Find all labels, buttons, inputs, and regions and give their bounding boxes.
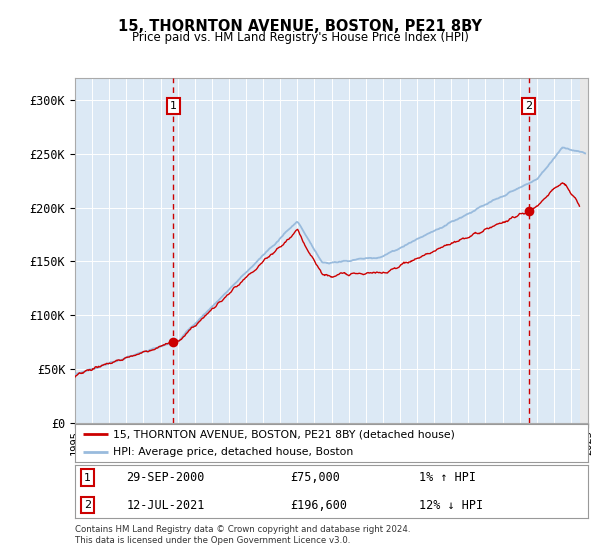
Text: 12% ↓ HPI: 12% ↓ HPI — [419, 499, 483, 512]
Text: Contains HM Land Registry data © Crown copyright and database right 2024.
This d: Contains HM Land Registry data © Crown c… — [75, 525, 410, 545]
Text: 1: 1 — [85, 473, 91, 483]
Text: 2: 2 — [84, 500, 91, 510]
Text: 12-JUL-2021: 12-JUL-2021 — [127, 499, 205, 512]
Text: Price paid vs. HM Land Registry's House Price Index (HPI): Price paid vs. HM Land Registry's House … — [131, 31, 469, 44]
Text: £196,600: £196,600 — [290, 499, 347, 512]
Text: 1% ↑ HPI: 1% ↑ HPI — [419, 471, 476, 484]
Text: £75,000: £75,000 — [290, 471, 340, 484]
Text: 15, THORNTON AVENUE, BOSTON, PE21 8BY (detached house): 15, THORNTON AVENUE, BOSTON, PE21 8BY (d… — [113, 429, 455, 439]
Text: 15, THORNTON AVENUE, BOSTON, PE21 8BY: 15, THORNTON AVENUE, BOSTON, PE21 8BY — [118, 19, 482, 34]
Bar — [580, 78, 596, 423]
Text: 29-SEP-2000: 29-SEP-2000 — [127, 471, 205, 484]
Text: 2: 2 — [525, 101, 532, 111]
Text: 1: 1 — [170, 101, 177, 111]
Text: HPI: Average price, detached house, Boston: HPI: Average price, detached house, Bost… — [113, 447, 354, 457]
